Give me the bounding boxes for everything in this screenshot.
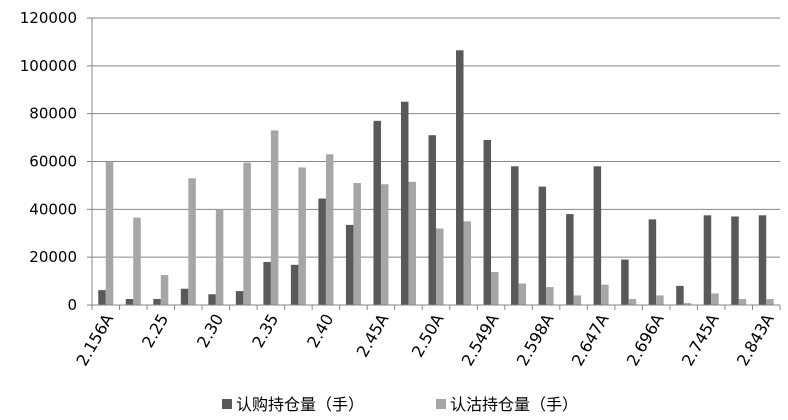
bar-series-1 <box>373 120 381 305</box>
x-tick-label: 2.40 <box>303 311 337 351</box>
bar-series-1 <box>648 219 657 305</box>
x-tick-label: 2.598A <box>513 310 558 369</box>
bar-series-2 <box>711 293 719 305</box>
y-tick-label: 120000 <box>20 9 77 27</box>
legend-swatch-series-1 <box>222 399 232 409</box>
bar-series-2 <box>766 299 774 305</box>
bar-series-2 <box>546 287 554 305</box>
bar-series-1 <box>318 198 326 305</box>
bar-series-1 <box>593 166 602 305</box>
bar-series-1 <box>235 291 244 305</box>
bar-series-1 <box>153 299 161 305</box>
x-tick-label: 2.745A <box>678 310 723 369</box>
x-axis-ticks: 2.156A 2.25 2.30 2.35 2.40 2.45A 2.50A 2.549A 2.… <box>72 305 781 369</box>
bar-series-2 <box>380 184 389 305</box>
bar-series-2 <box>463 221 472 305</box>
bar-series-2 <box>188 178 196 305</box>
bar-series-1 <box>758 215 767 305</box>
legend: 认购持仓量（手） 认沽持仓量（手） <box>222 395 578 414</box>
legend-label-series-2: 认沽持仓量（手） <box>450 395 578 414</box>
bar-series-2 <box>353 183 361 305</box>
bar-series-2 <box>160 275 169 305</box>
bar-series-2 <box>105 161 114 305</box>
bar-series-2 <box>738 299 747 305</box>
bar-series-1 <box>180 288 189 305</box>
bar-series-1 <box>731 216 739 305</box>
bar-series-1 <box>98 290 106 305</box>
y-axis-ticks: 0 20000 40000 60000 80000 100000 120000 <box>20 9 92 314</box>
bar-series-2 <box>601 284 609 305</box>
y-tick-label: 100000 <box>20 57 77 75</box>
legend-swatch-series-2 <box>436 399 446 409</box>
x-tick-label: 2.30 <box>193 311 227 351</box>
bar-series-1 <box>428 135 436 305</box>
bar-series-2 <box>270 130 279 305</box>
bar-series-2 <box>628 299 637 305</box>
bar-series-2 <box>215 209 224 305</box>
bar-series-2 <box>298 167 306 305</box>
bar-series-2 <box>656 295 664 305</box>
x-tick-label: 2.35 <box>248 311 282 351</box>
x-tick-label: 2.647A <box>568 310 613 369</box>
bar-series-1 <box>483 139 492 305</box>
bar-series-1 <box>676 285 684 305</box>
x-tick-label: 2.156A <box>72 310 117 369</box>
bar-series-1 <box>208 294 216 305</box>
bar-series-1 <box>511 166 519 305</box>
bar-series-2 <box>436 228 444 305</box>
y-tick-label: 20000 <box>29 248 77 266</box>
bar-series-2 <box>573 295 582 305</box>
x-tick-label: 2.25 <box>138 311 172 351</box>
bar-series-1 <box>345 224 354 305</box>
bar-series-1 <box>538 186 547 305</box>
bar-series-2 <box>325 154 334 305</box>
bar-series-1 <box>566 214 574 305</box>
x-tick-label: 2.549A <box>458 310 503 369</box>
bar-series-2 <box>243 162 251 305</box>
y-tick-label: 40000 <box>29 200 77 218</box>
bar-series-1 <box>703 215 712 305</box>
bar-series-2 <box>491 271 499 305</box>
bar-series-2 <box>408 181 416 305</box>
x-tick-label: 2.696A <box>623 310 668 369</box>
legend-label-series-1: 认购持仓量（手） <box>236 395 364 414</box>
bar-series-1 <box>290 264 299 305</box>
bar-series-2 <box>683 303 692 305</box>
x-tick-label: 2.45A <box>353 310 393 360</box>
bar-series-1 <box>400 101 409 305</box>
bar-series-2 <box>133 217 141 305</box>
x-tick-label: 2.50A <box>408 310 448 360</box>
bar-series-1 <box>263 261 271 305</box>
bar-series-2 <box>518 283 527 305</box>
y-tick-label: 80000 <box>29 105 77 123</box>
bar-series-1 <box>456 50 464 305</box>
bar-series-1 <box>125 299 134 305</box>
y-tick-label: 0 <box>67 296 77 314</box>
bar-series-1 <box>621 259 629 305</box>
bars <box>98 50 774 305</box>
y-tick-label: 60000 <box>29 153 77 171</box>
x-tick-label: 2.843A <box>733 310 778 369</box>
